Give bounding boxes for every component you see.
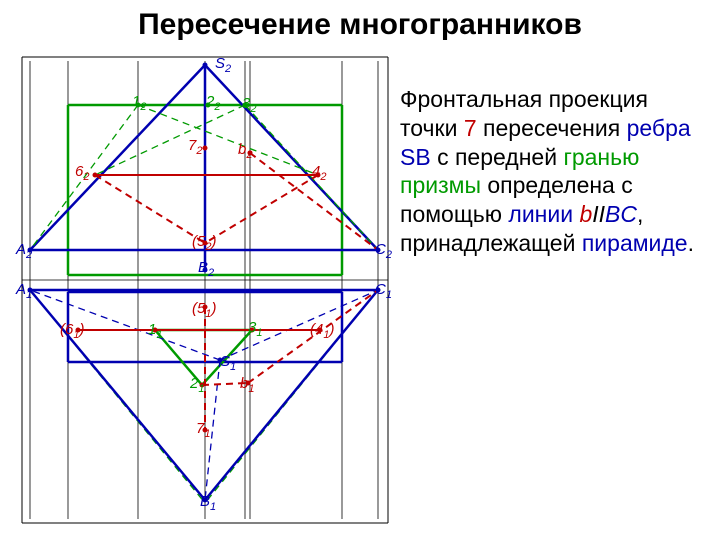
label-b2: b2: [238, 141, 252, 161]
label-32: 32: [242, 95, 256, 115]
label-22: 22: [206, 93, 220, 113]
page-title: Пересечение многогранников: [0, 8, 720, 42]
label-C1: C1: [375, 281, 392, 301]
description-paragraph: Фронтальная проекция точки 7 пересечения…: [400, 85, 710, 258]
label-11: 11: [148, 321, 162, 341]
label-72: 72: [188, 137, 202, 157]
diagram: S212223272b26242(52)A2C2B2A1C1(61)1131(4…: [20, 55, 390, 525]
label-S2: S2: [215, 55, 231, 75]
label-42: 42: [312, 163, 326, 183]
label-52: (52): [192, 233, 216, 253]
label-A2: A2: [16, 241, 32, 261]
label-C2: C2: [375, 241, 392, 261]
diagram-svg: [20, 55, 390, 525]
label-21: 21: [190, 375, 204, 395]
label-b1: b1: [240, 375, 254, 395]
label-31: 31: [248, 319, 262, 339]
label-41: (41): [310, 321, 334, 341]
label-12: 12: [132, 93, 146, 113]
label-A1: A1: [16, 281, 32, 301]
label-61: (61): [60, 321, 84, 341]
label-51: (51): [192, 300, 216, 320]
label-62: 62: [75, 163, 89, 183]
label-S1: S1: [220, 353, 236, 373]
label-B1: B1: [200, 493, 216, 513]
label-71: 71: [196, 420, 210, 440]
label-B2: B2: [198, 259, 214, 279]
